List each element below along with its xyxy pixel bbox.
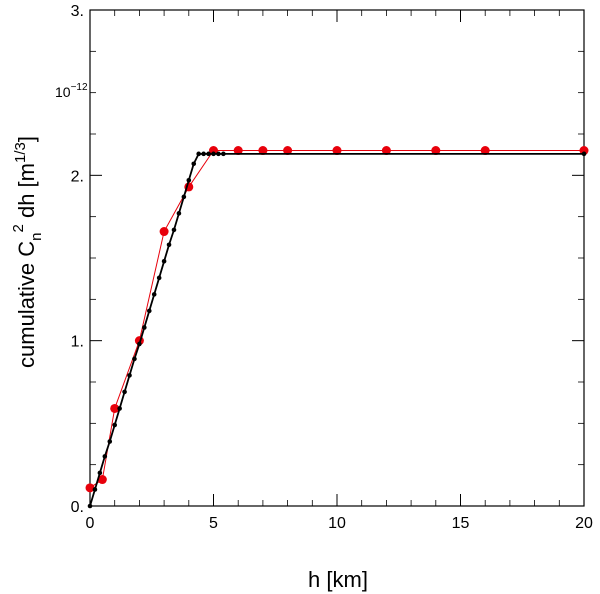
x-tick-label: 0 <box>86 515 95 532</box>
series-2-line <box>89 152 584 507</box>
series-2-point <box>142 325 147 330</box>
series-2-point <box>107 439 113 444</box>
y-axis-label: cumulative Cn2 dh [m1/3] <box>10 136 45 368</box>
series-1-point <box>579 146 589 156</box>
series-2-point <box>216 151 221 157</box>
series-1-line <box>89 150 584 489</box>
x-axis-label: h [km] <box>308 567 368 592</box>
y-tick-label: 2. <box>71 168 84 185</box>
y-tick-labels: 0. 1. 2. 3. <box>71 3 84 516</box>
series-1-point <box>97 475 107 485</box>
series-2-point <box>176 211 182 216</box>
series-2-point <box>97 470 103 476</box>
series-2-point <box>166 242 172 248</box>
series-1-point <box>283 146 293 156</box>
series-2-point <box>156 275 162 281</box>
series-2-point <box>92 487 98 492</box>
y-tick-label: 0. <box>71 499 84 516</box>
y-tick-label: 3. <box>71 3 84 20</box>
series-1-point <box>381 146 391 156</box>
x-tick-label: 5 <box>209 515 218 532</box>
series-2 <box>87 151 587 509</box>
series-1-point <box>209 146 218 156</box>
series-2-point <box>221 151 226 157</box>
series-1-point <box>233 146 243 156</box>
series-2-point <box>87 503 93 509</box>
series-2-point <box>127 373 132 378</box>
x-tick-label: 10 <box>328 515 346 532</box>
series-2-point <box>112 422 117 428</box>
plot-area <box>85 9 589 509</box>
series-2-point <box>117 406 122 411</box>
x-tick-label: 20 <box>575 515 593 532</box>
series-layer <box>85 146 589 509</box>
plot-frame <box>89 9 585 507</box>
minor-ticks <box>90 10 584 506</box>
series-2-point <box>102 454 108 459</box>
series-2-point <box>132 356 137 362</box>
y-axis-multiplier: 10−12 <box>55 82 88 100</box>
series-1 <box>85 146 589 493</box>
series-2-point <box>151 292 157 297</box>
series-1-point <box>258 146 268 156</box>
series-1-point <box>159 227 169 237</box>
series-1-point <box>332 146 342 156</box>
series-2-point <box>196 151 201 157</box>
series-2-point <box>206 151 211 157</box>
series-2-point <box>201 151 206 157</box>
series-1-point <box>85 483 95 493</box>
series-2-point <box>171 227 177 233</box>
major-ticks <box>89 9 585 507</box>
series-2-point <box>186 177 192 183</box>
x-tick-labels: 0 5 10 15 20 <box>86 515 593 532</box>
series-2-point <box>122 389 127 395</box>
series-1-point <box>110 403 120 413</box>
series-2-point <box>181 194 187 200</box>
y-tick-label: 1. <box>71 334 84 351</box>
series-2-point <box>191 161 197 167</box>
x-tick-label: 15 <box>452 515 470 532</box>
series-2-point <box>211 151 216 157</box>
series-2-point <box>581 151 587 157</box>
series-1-point <box>431 146 441 156</box>
series-2-point <box>161 259 167 264</box>
series-1-point <box>480 146 490 156</box>
series-2-point <box>146 308 152 314</box>
series-2-point <box>137 341 142 347</box>
